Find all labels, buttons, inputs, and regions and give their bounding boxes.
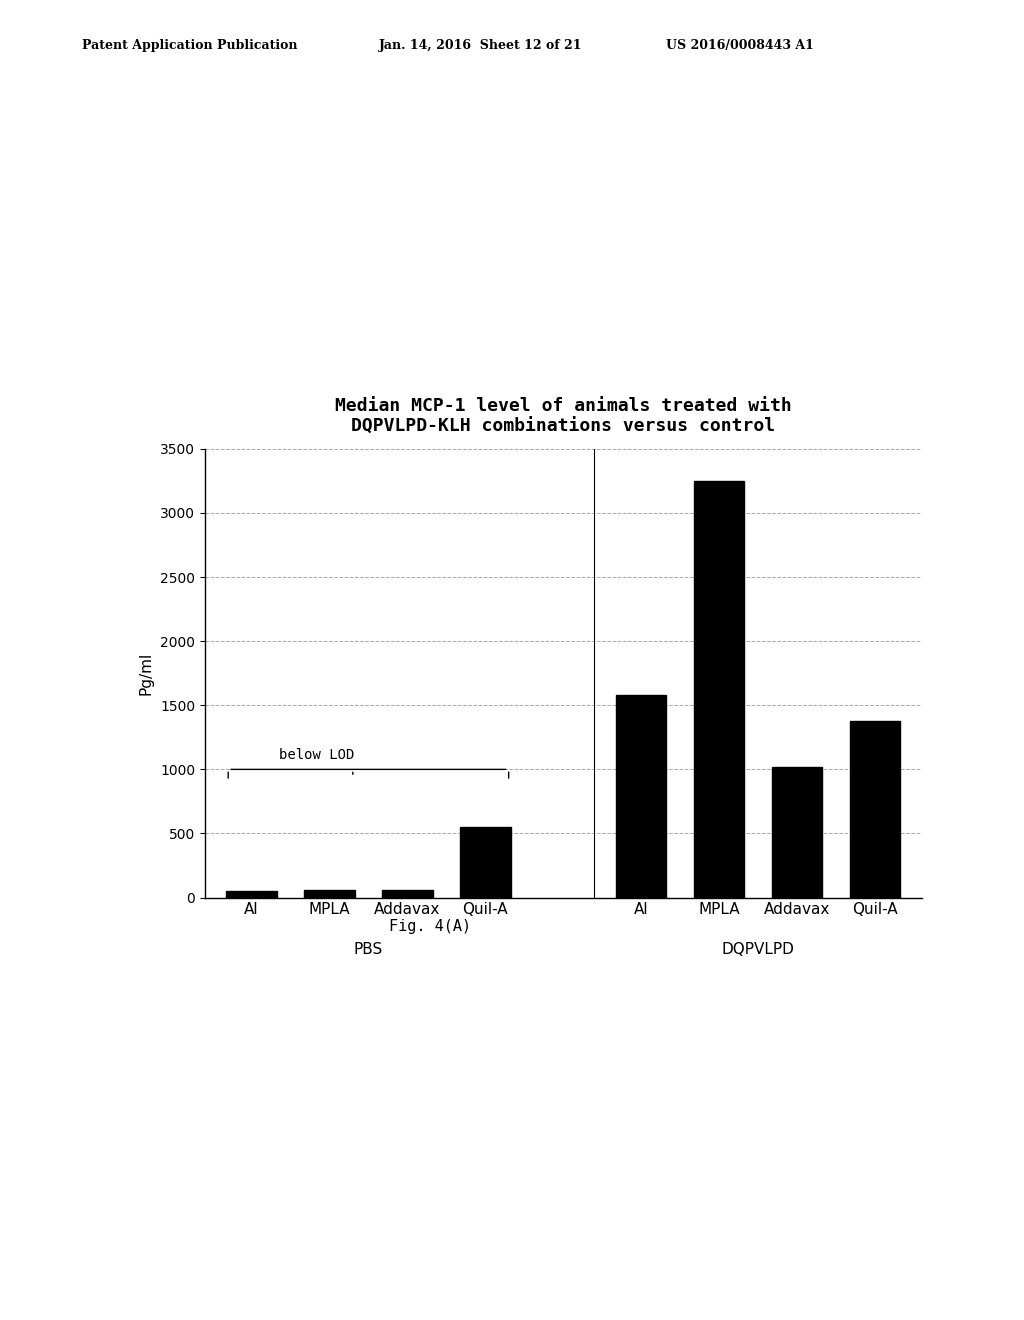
Bar [382, 890, 433, 898]
Bar [615, 696, 667, 898]
Bar [304, 890, 354, 898]
Bar [226, 891, 276, 898]
Text: Fig. 4(A): Fig. 4(A) [389, 919, 471, 933]
Text: PBS: PBS [354, 942, 383, 957]
Text: US 2016/0008443 A1: US 2016/0008443 A1 [666, 38, 813, 51]
Bar [850, 721, 900, 898]
Text: DQPVLPD: DQPVLPD [722, 942, 795, 957]
Text: Jan. 14, 2016  Sheet 12 of 21: Jan. 14, 2016 Sheet 12 of 21 [379, 38, 583, 51]
Y-axis label: Pg/ml: Pg/ml [138, 652, 153, 694]
Bar [460, 828, 511, 898]
Text: Patent Application Publication: Patent Application Publication [82, 38, 297, 51]
Bar [772, 767, 822, 898]
Bar [693, 480, 744, 898]
Text: below LOD: below LOD [279, 748, 354, 762]
Title: Median MCP-1 level of animals treated with
DQPVLPD-KLH combinations versus contr: Median MCP-1 level of animals treated wi… [335, 397, 792, 436]
